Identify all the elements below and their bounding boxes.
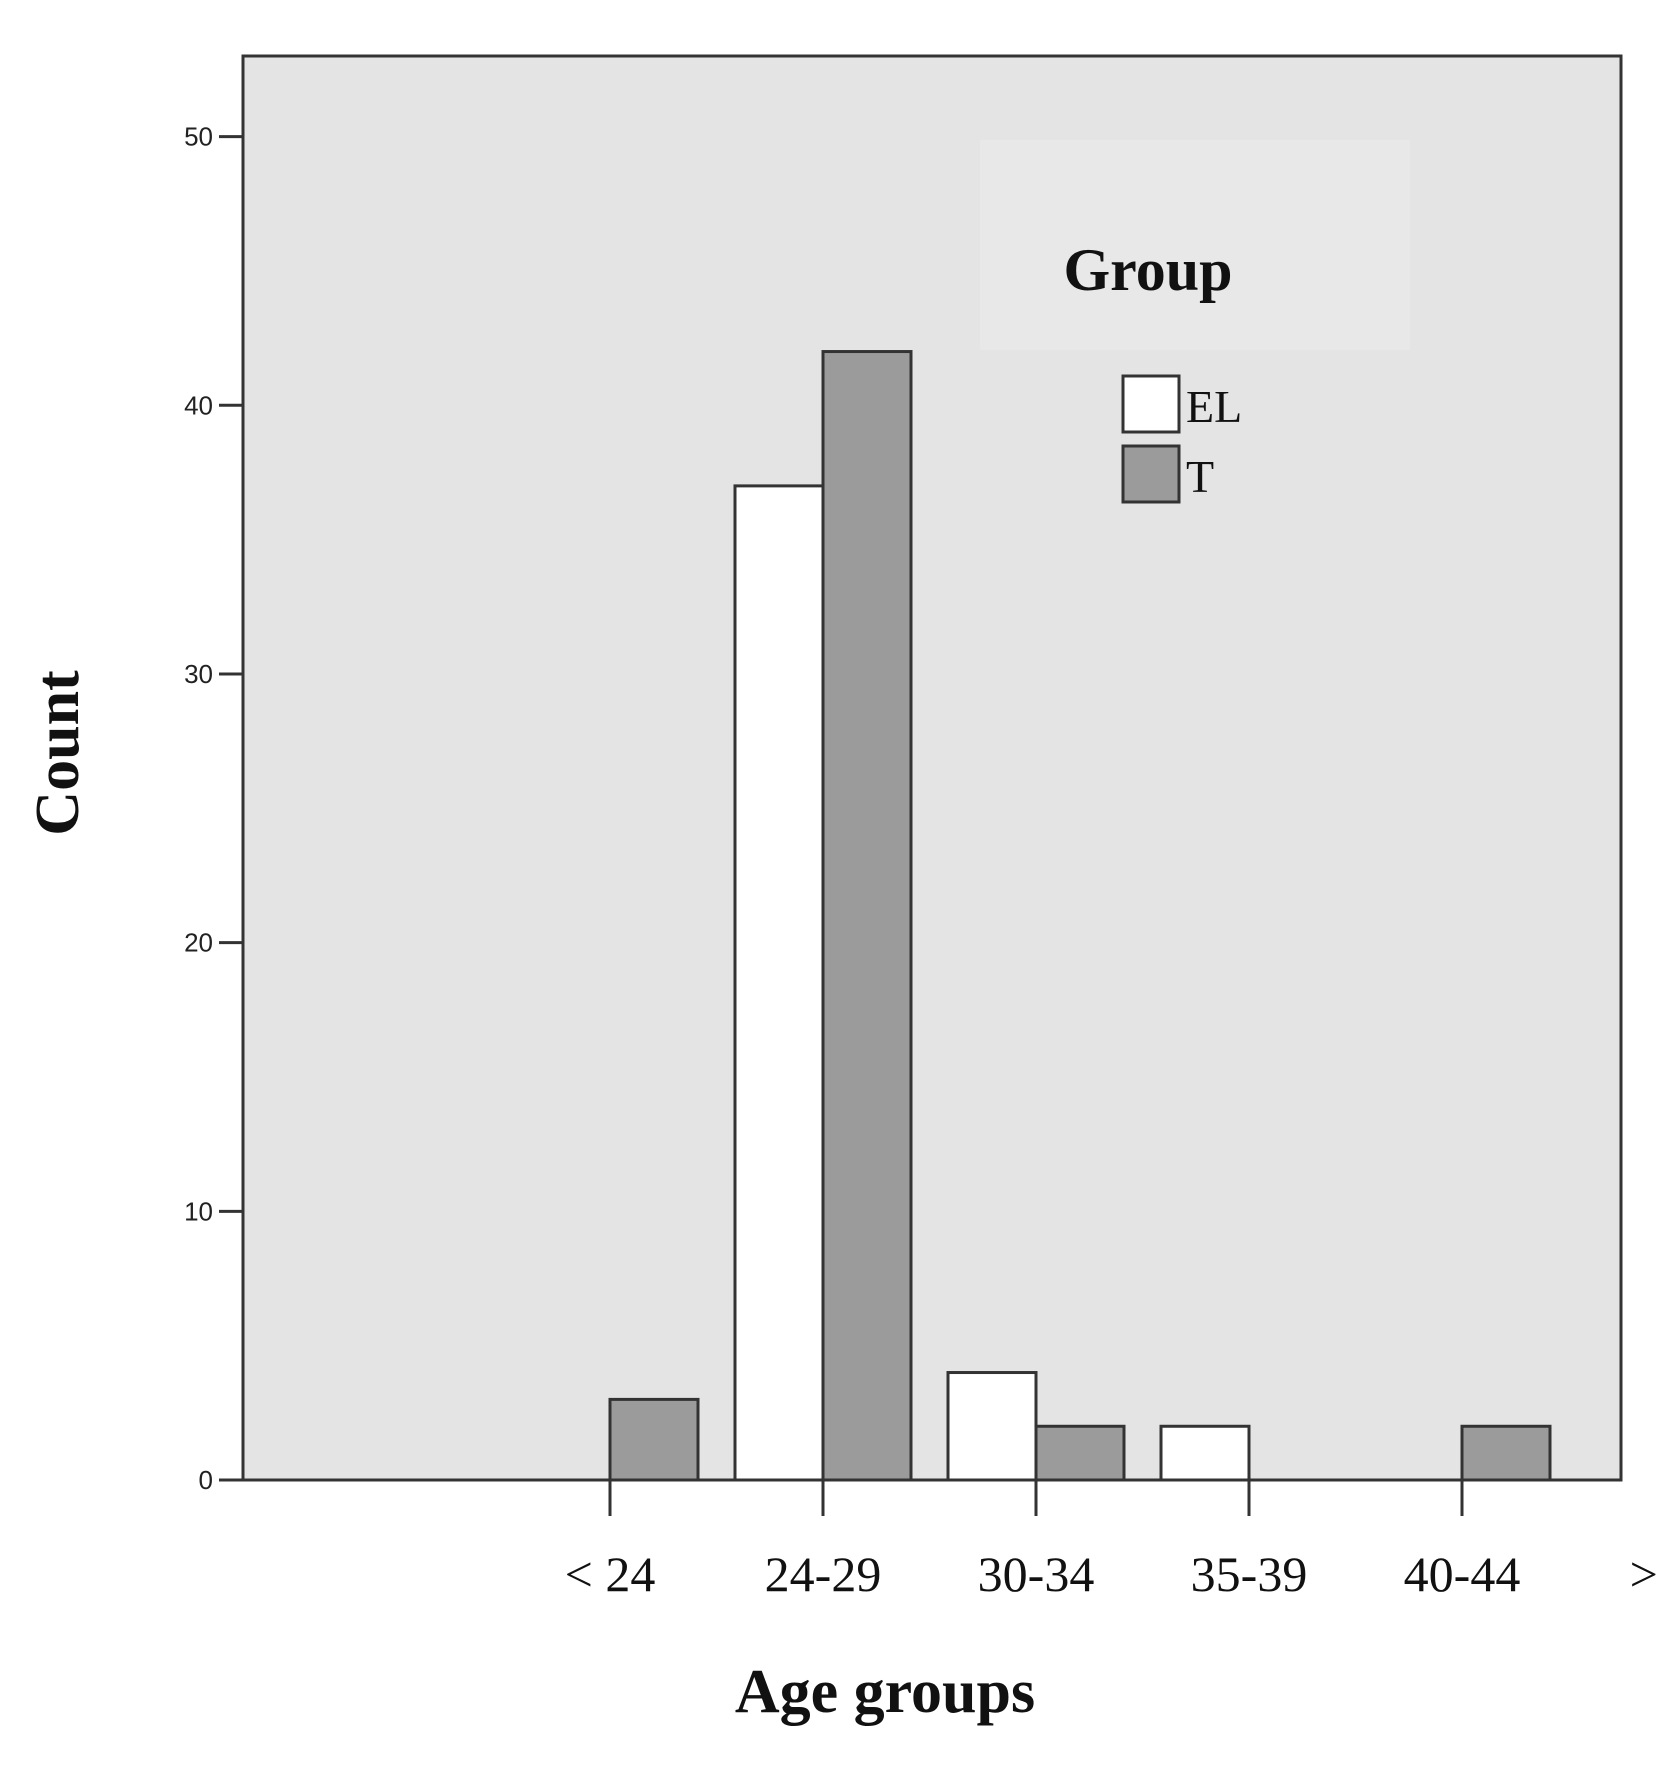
y-tick-label: 40 [184,390,213,420]
x-tick-label: < 24 [565,1546,656,1602]
bar-el [946,1371,1038,1482]
y-tick-label: 0 [199,1465,213,1495]
legend-swatch-t [1121,444,1181,504]
bar-t [821,350,913,1482]
bars [608,350,1552,1482]
legend-label-t: T [1186,451,1214,502]
y-tick-label: 20 [184,928,213,958]
x-tick-label: > 44 [1630,1546,1659,1602]
legend: Group EL T [980,140,1410,504]
bar-el [733,484,825,1482]
y-axis-title: Count [24,670,92,836]
y-axis: 0 10 20 30 40 50 [184,122,243,1495]
x-axis-title: Age groups [735,1658,1035,1726]
legend-box [980,140,1410,350]
y-tick-label: 50 [184,122,213,152]
x-tick-label: 35-39 [1191,1546,1308,1602]
bar-t [1460,1424,1552,1482]
legend-title: Group [1064,237,1233,303]
y-tick-label: 10 [184,1196,213,1226]
bar-t [1034,1424,1126,1482]
legend-label-el: EL [1186,381,1242,432]
plot-area [241,54,1623,1482]
x-tick-label: 24-29 [765,1546,882,1602]
legend-items: EL T [1121,374,1242,504]
x-tick-label: 30-34 [978,1546,1095,1602]
bar-t [608,1397,700,1482]
legend-swatch-el [1121,374,1181,434]
x-tick-label: 40-44 [1404,1546,1521,1602]
x-axis: < 24 24-29 30-34 35-39 40-44 > 44 [565,1480,1659,1602]
bar-el [1159,1424,1251,1482]
y-tick-label: 30 [184,659,213,689]
